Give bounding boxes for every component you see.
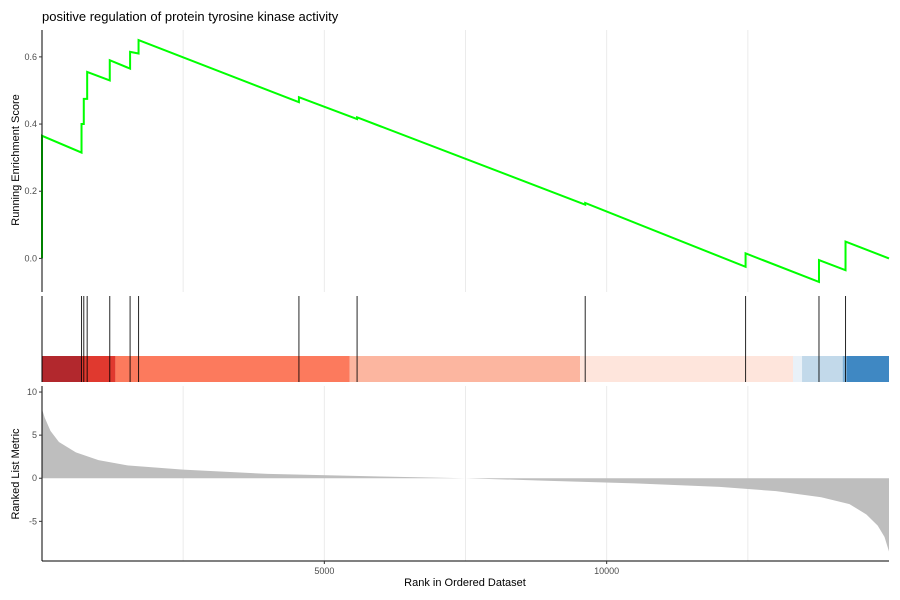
heat-bar-segment — [81, 356, 116, 382]
metric-y-tick-label: -5 — [29, 516, 37, 526]
axes: 0.0 0.2 0.4 0.6 -5 0 5 10 5000 10000 — [24, 30, 889, 576]
metric-y-axis-title: Ranked List Metric — [10, 428, 22, 520]
enrichment-score-line — [41, 38, 890, 284]
heat-bar-segment — [793, 356, 803, 382]
enrichment-y-tick-label: 0.2 — [24, 186, 37, 196]
heat-bar-segment — [846, 356, 889, 382]
heat-bar-segment — [349, 356, 581, 382]
heat-bar-segment — [42, 356, 82, 382]
enrichment-y-tick-label: 0.6 — [24, 52, 37, 62]
ranked-metric-fill — [42, 409, 889, 552]
enrichment-y-tick-label: 0.0 — [24, 253, 37, 263]
heat-bar-segment — [802, 356, 843, 382]
metric-y-tick-label: 0 — [32, 473, 37, 483]
enrichment-y-axis-title: Running Enrichment Score — [10, 94, 22, 225]
ranking-heat-bar — [42, 356, 889, 382]
metric-y-tick-label: 5 — [32, 430, 37, 440]
heat-bar-segment — [842, 356, 847, 382]
heat-bar-segment — [580, 356, 794, 382]
enrichment-y-tick-label: 0.4 — [24, 119, 37, 129]
x-tick-label: 10000 — [594, 566, 619, 576]
ranked-metric-area — [42, 409, 889, 552]
x-tick-label: 5000 — [314, 566, 334, 576]
enrichment-score-series — [41, 38, 890, 284]
chart-title: positive regulation of protein tyrosine … — [42, 9, 339, 24]
heat-bar-segment — [115, 356, 350, 382]
metric-y-tick-label: 10 — [27, 387, 37, 397]
x-axis-title: Rank in Ordered Dataset — [404, 577, 526, 589]
grid — [182, 30, 749, 561]
